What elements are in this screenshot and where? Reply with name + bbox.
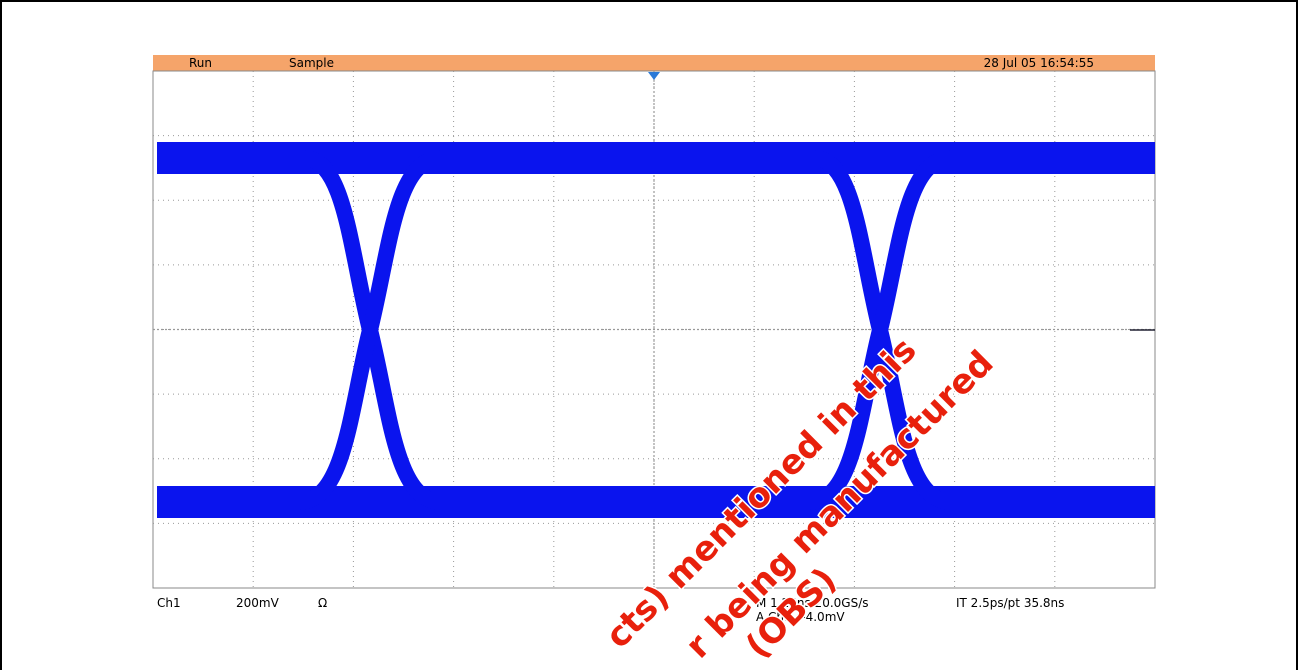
eye-diagram (157, 142, 1155, 518)
readout-interpolation: IT 2.5ps/pt 35.8ns (956, 596, 1064, 610)
readout-timebase: M 1.25ns 20.0GS/s (756, 596, 869, 610)
readout-trigger: A Ch1 ⁄ -4.0mV (756, 610, 845, 624)
eye-transition (808, 150, 952, 510)
status-bar (153, 55, 1155, 71)
readout-channel: Ch1 (157, 596, 181, 610)
status-timestamp: 28 Jul 05 16:54:55 (984, 56, 1094, 70)
readout-coupling: Ω (318, 596, 327, 610)
eye-transition (298, 150, 442, 510)
status-mode: Run (189, 56, 212, 70)
status-acquisition: Sample (289, 56, 334, 70)
trigger-position-marker (648, 72, 660, 80)
readout-scale: 200mV (236, 596, 280, 610)
